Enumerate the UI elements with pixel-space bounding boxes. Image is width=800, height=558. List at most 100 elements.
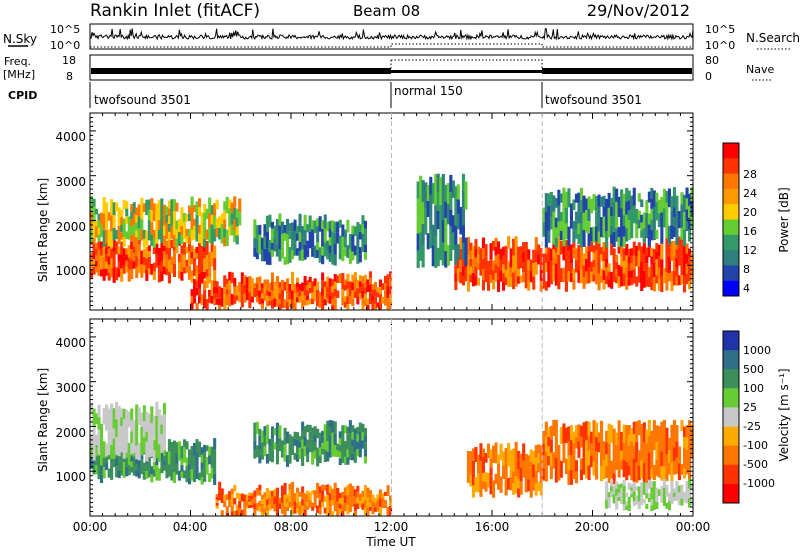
power-cell xyxy=(378,287,382,295)
velocity-cell xyxy=(512,483,516,495)
power-cell xyxy=(203,238,207,248)
power-cell xyxy=(514,269,518,287)
power-cell xyxy=(273,290,277,299)
velocity-cell xyxy=(660,451,664,466)
velocity-cell xyxy=(650,499,654,506)
power-cell xyxy=(218,298,222,305)
power-cell xyxy=(278,225,282,238)
velocity-cell xyxy=(675,457,679,474)
velocity-cell xyxy=(351,453,355,461)
power-cell xyxy=(188,228,192,237)
power-cell xyxy=(590,227,594,242)
vel-cbar-swatch-0 xyxy=(723,331,739,351)
velocity-cell xyxy=(353,489,357,497)
power-cell xyxy=(572,220,576,232)
velocity-cell xyxy=(514,441,518,460)
power-cell xyxy=(592,226,596,243)
velocity-cell xyxy=(363,492,367,500)
power-cell xyxy=(203,204,207,213)
power-cell xyxy=(476,254,480,263)
power-cell xyxy=(504,277,508,286)
power-cell xyxy=(188,236,192,245)
power-cell xyxy=(672,197,676,208)
power-cell xyxy=(137,258,141,266)
power-cell xyxy=(552,195,556,212)
power-cell xyxy=(308,298,312,305)
power-cell xyxy=(160,198,164,214)
velocity-cell xyxy=(100,438,104,453)
velocity-cell xyxy=(298,441,302,448)
power-cell xyxy=(612,248,616,257)
power-cell xyxy=(321,255,325,265)
power-cell xyxy=(368,291,372,298)
power-cell xyxy=(645,200,649,213)
power-cell xyxy=(95,254,99,261)
power-cell xyxy=(107,272,111,281)
velocity-cell xyxy=(346,485,350,495)
velocity-cell xyxy=(303,493,307,502)
velocity-cell xyxy=(263,503,267,509)
power-cell xyxy=(635,245,639,257)
velocity-cell xyxy=(368,506,372,511)
velocity-cell xyxy=(489,476,493,486)
power-cell xyxy=(150,210,154,223)
velocity-cell xyxy=(117,470,121,479)
velocity-cell xyxy=(230,494,234,500)
power-cell xyxy=(389,294,393,302)
power-cell xyxy=(152,271,156,280)
power-cell xyxy=(90,211,94,228)
power-cell xyxy=(293,219,297,232)
power-cell xyxy=(225,196,229,214)
power-cell xyxy=(652,263,656,278)
power-cell xyxy=(547,205,551,219)
velocity-cell xyxy=(125,457,129,467)
velocity-cell xyxy=(341,498,345,505)
power-cell xyxy=(233,286,237,296)
power-cell xyxy=(688,264,692,273)
power-cell xyxy=(665,236,669,255)
power-cell xyxy=(260,237,264,250)
power-cell xyxy=(645,247,649,256)
power-cell xyxy=(195,246,199,253)
xtick-1600: 16:00 xyxy=(475,520,510,534)
power-cell xyxy=(459,206,463,235)
velocity-cell xyxy=(632,491,636,497)
velocity-cell xyxy=(665,467,669,482)
velocity-cell xyxy=(552,419,556,437)
power-cell xyxy=(97,220,101,228)
velocity-cell xyxy=(132,466,136,476)
velocity-cell xyxy=(637,501,641,510)
power-cell xyxy=(195,265,199,272)
velocity-cell xyxy=(617,420,621,432)
power-cell xyxy=(662,188,666,209)
power-cell xyxy=(311,292,315,299)
velocity-cell xyxy=(205,457,209,463)
velocity-cell xyxy=(140,467,144,475)
power-cell xyxy=(378,279,382,287)
velocity-cell xyxy=(489,485,493,495)
velocity-cell xyxy=(203,444,207,453)
velocity-cell xyxy=(346,457,350,465)
velocity-cell xyxy=(205,468,209,475)
power-cell xyxy=(170,265,174,274)
velocity-cell xyxy=(481,481,485,490)
velocity-cell xyxy=(321,448,325,455)
power-cell xyxy=(92,266,96,275)
velocity-cell xyxy=(275,507,279,516)
velocity-cell xyxy=(363,449,367,457)
power-cell xyxy=(157,229,161,240)
power-cell xyxy=(494,264,498,273)
power-cell xyxy=(610,207,614,217)
power-cell xyxy=(683,229,687,247)
velocity-cell xyxy=(130,443,134,455)
velocity-cell xyxy=(323,436,327,450)
power-cell xyxy=(291,281,295,291)
power-cell xyxy=(366,285,370,292)
power-cell xyxy=(552,228,556,245)
power-cell xyxy=(384,290,388,299)
vel-cbar-swatch-2 xyxy=(723,369,739,389)
power-cell xyxy=(155,217,159,231)
power-cell xyxy=(268,214,272,228)
velocity-cell xyxy=(120,469,124,476)
velocity-cell xyxy=(306,506,310,510)
